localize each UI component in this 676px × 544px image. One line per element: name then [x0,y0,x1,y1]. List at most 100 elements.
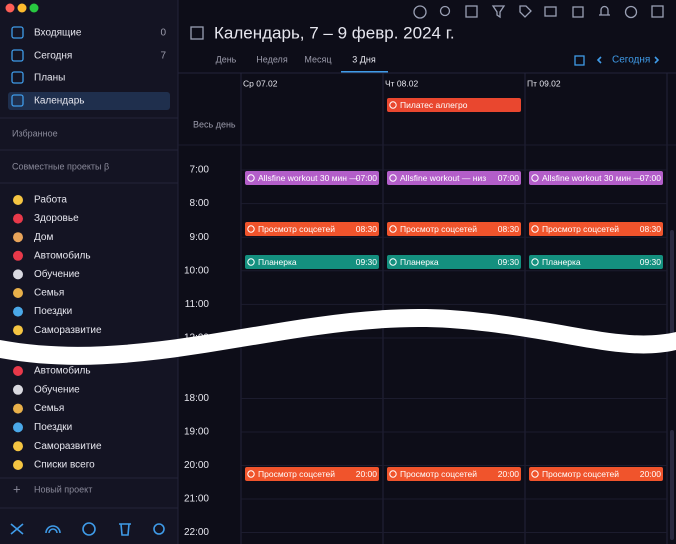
event-title: Пилатес аллегро [400,100,468,110]
settings-icon[interactable] [153,523,165,535]
nav-label[interactable]: Планы [34,73,65,84]
bell-icon[interactable] [599,5,610,16]
event[interactable] [245,222,379,236]
day-header: Ср 07.02 [243,78,278,88]
hour-label: 22:00 [184,527,209,538]
project-label[interactable]: Списки всего [34,460,95,471]
prev[interactable] [596,56,602,64]
view-tab[interactable]: Месяц [304,54,331,64]
project-label[interactable]: Автомобиль [34,249,91,261]
today-button[interactable]: Сегодня [612,55,650,66]
event-time: 09:30 [498,257,520,267]
event-time: 07:00 [356,173,378,183]
project-icon [13,213,23,224]
nav-label[interactable]: Входящие [34,28,82,39]
project-label[interactable]: Поездки [34,422,72,433]
event-time: 08:30 [640,224,662,234]
event[interactable] [387,255,521,269]
event-title: Allsfine workout 30 мин — [258,173,358,183]
project-label[interactable]: Поездки [34,306,72,317]
next[interactable] [654,56,660,64]
project-label[interactable]: Дом [34,232,53,243]
calendar-icon[interactable] [574,55,585,66]
search-icon[interactable] [439,5,451,17]
hour-label: 10:00 [184,265,209,276]
project-label[interactable]: Здоровье [34,213,79,224]
trash-icon[interactable] [119,523,131,536]
project-label[interactable]: Саморазвитие [34,325,102,336]
event[interactable] [387,98,521,112]
scrollbar[interactable] [670,430,674,540]
nav-label[interactable]: Сегодня [34,51,72,62]
project-label[interactable]: Семья [34,403,64,414]
event[interactable] [245,467,379,481]
project-label[interactable]: Саморазвитие [34,441,102,452]
event[interactable] [245,255,379,269]
minimize[interactable] [17,3,27,13]
scrollbar[interactable] [670,230,674,350]
event-title: Планерка [258,257,297,267]
day-header: Чт 08.02 [385,78,418,88]
calendar-icon[interactable] [465,5,478,18]
nav-icon [11,71,24,84]
event-time: 07:00 [640,173,662,183]
view-tab[interactable]: Неделя [256,54,288,64]
event[interactable] [387,222,521,236]
event-time: 08:30 [356,224,378,234]
icon[interactable] [45,525,61,534]
event-icon [531,174,539,182]
project-icon [13,195,23,205]
event[interactable] [529,222,663,236]
project-icon [13,288,23,298]
event-title: Allsfine workout 30 мин — [542,173,642,183]
close[interactable] [5,3,15,13]
event-icon [247,174,255,182]
hour-label: 11:00 [185,299,210,310]
project-label[interactable]: Автомобиль [34,365,91,377]
toolbar [413,5,664,19]
cut-wave [0,308,676,365]
project-label[interactable]: Семья [34,288,64,299]
new-project-plus: + [13,481,21,496]
hour-label: 8:00 [190,198,210,209]
event-title: Просмотр соцсетей [542,469,619,479]
hour-label: 21:00 [184,494,209,505]
tag-icon[interactable] [519,5,532,18]
shuffle-icon[interactable] [10,523,24,535]
event[interactable] [529,171,663,185]
filter-icon[interactable] [491,5,506,19]
project-label[interactable]: Обучение [34,268,80,280]
nav-label[interactable]: Календарь [34,96,84,107]
new-project[interactable]: Новый проект [34,484,92,494]
event[interactable] [529,467,663,481]
event-time: 20:00 [498,469,520,479]
event[interactable] [529,255,663,269]
event-time: 20:00 [640,469,662,479]
hour-label: 19:00 [184,427,209,438]
icon[interactable] [544,6,557,17]
icon[interactable] [572,6,584,18]
hour-label: 20:00 [184,460,209,471]
event-icon [531,470,539,478]
project-label[interactable]: Работа [34,194,67,206]
project-label[interactable]: Обучение [34,383,80,395]
project-icon [13,403,23,414]
zoom[interactable] [29,3,39,13]
icon[interactable] [651,5,664,18]
event[interactable] [387,467,521,481]
section-header: Совместные проекты β [12,161,109,171]
event[interactable] [245,171,379,185]
nav-count: 0 [160,28,166,39]
view-tab[interactable]: 3 Дня [352,54,376,64]
project-icon [13,269,23,280]
event-icon [531,225,539,233]
icon[interactable] [413,5,427,19]
project-icon [13,366,23,376]
event[interactable] [387,171,521,185]
timer-icon[interactable] [624,5,638,19]
history-icon[interactable] [82,522,96,536]
project-icon [13,422,23,433]
view-tab[interactable]: День [216,54,237,64]
event-icon [389,470,397,478]
